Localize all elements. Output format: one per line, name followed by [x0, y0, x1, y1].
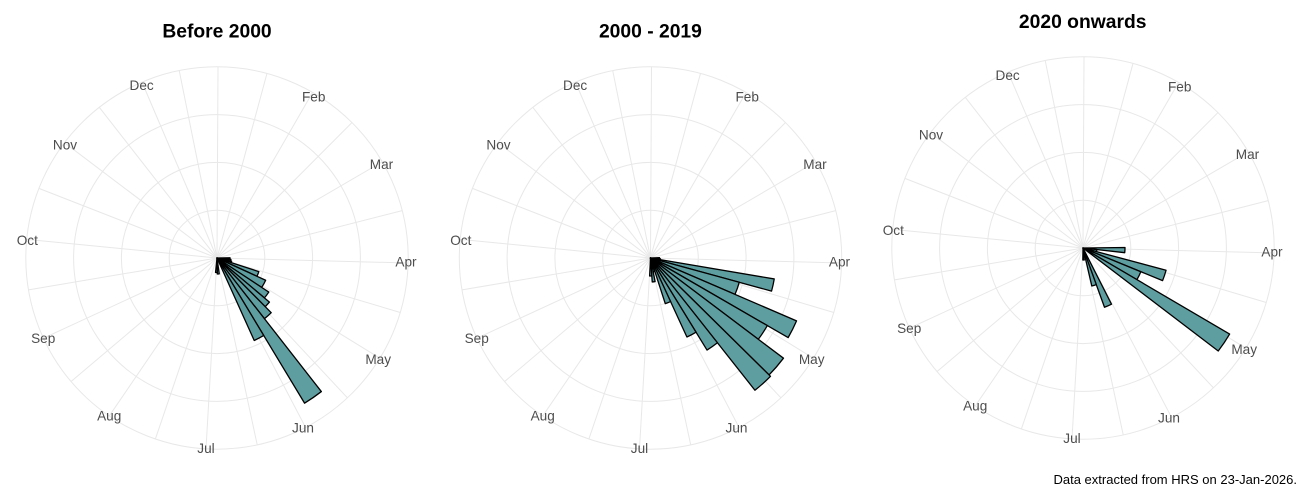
svg-text:Nov: Nov: [486, 138, 510, 153]
svg-text:Aug: Aug: [531, 409, 555, 424]
svg-text:Apr: Apr: [829, 254, 851, 269]
svg-text:Dec: Dec: [996, 68, 1020, 83]
svg-text:Before 2000: Before 2000: [162, 22, 271, 43]
svg-text:Mar: Mar: [370, 157, 394, 172]
svg-text:Aug: Aug: [963, 399, 987, 414]
svg-text:Jul: Jul: [631, 441, 648, 456]
svg-text:May: May: [799, 352, 825, 367]
svg-text:Feb: Feb: [1168, 80, 1191, 95]
svg-text:Jul: Jul: [1063, 431, 1080, 446]
svg-text:Dec: Dec: [563, 78, 587, 93]
svg-text:Mar: Mar: [803, 157, 827, 172]
svg-text:Dec: Dec: [130, 78, 154, 93]
svg-text:Sep: Sep: [465, 331, 489, 346]
svg-text:Jun: Jun: [1158, 411, 1180, 426]
svg-text:May: May: [365, 352, 391, 367]
svg-text:Apr: Apr: [395, 254, 417, 269]
svg-text:Sep: Sep: [31, 331, 55, 346]
svg-text:Feb: Feb: [735, 90, 758, 105]
svg-text:Aug: Aug: [97, 409, 121, 424]
svg-text:Data extracted from HRS on 23-: Data extracted from HRS on 23-Jan-2026.: [1053, 472, 1297, 487]
svg-text:Apr: Apr: [1261, 244, 1283, 259]
svg-text:Oct: Oct: [17, 233, 38, 248]
svg-text:Sep: Sep: [897, 321, 921, 336]
svg-text:Oct: Oct: [883, 223, 904, 238]
svg-text:Mar: Mar: [1236, 147, 1260, 162]
svg-text:Nov: Nov: [919, 128, 943, 143]
svg-text:Feb: Feb: [302, 90, 325, 105]
svg-text:Oct: Oct: [450, 233, 471, 248]
svg-text:Jul: Jul: [197, 441, 214, 456]
svg-text:Jun: Jun: [292, 421, 314, 436]
svg-text:Nov: Nov: [53, 138, 77, 153]
svg-text:2020 onwards: 2020 onwards: [1019, 12, 1147, 33]
svg-text:May: May: [1231, 342, 1257, 357]
svg-text:2000 - 2019: 2000 - 2019: [599, 22, 702, 43]
svg-text:Jun: Jun: [726, 421, 748, 436]
